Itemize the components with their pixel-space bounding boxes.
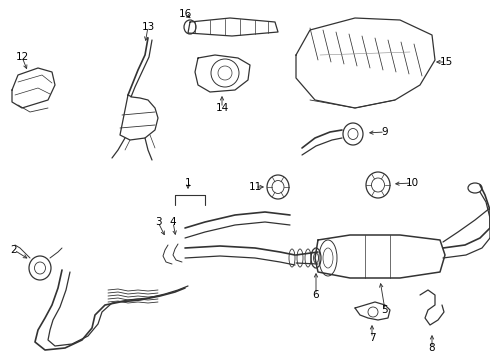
Text: 12: 12 bbox=[15, 52, 28, 62]
Text: 8: 8 bbox=[429, 343, 435, 353]
Text: 16: 16 bbox=[178, 9, 192, 19]
Text: 9: 9 bbox=[382, 127, 388, 137]
Text: 5: 5 bbox=[382, 305, 388, 315]
Text: 2: 2 bbox=[11, 245, 17, 255]
Text: 10: 10 bbox=[405, 178, 418, 188]
Text: 6: 6 bbox=[313, 290, 319, 300]
Text: 13: 13 bbox=[142, 22, 155, 32]
Text: 11: 11 bbox=[248, 182, 262, 192]
Text: 15: 15 bbox=[440, 57, 453, 67]
Text: 4: 4 bbox=[170, 217, 176, 227]
Text: 3: 3 bbox=[155, 217, 161, 227]
Text: 14: 14 bbox=[216, 103, 229, 113]
Text: 1: 1 bbox=[185, 178, 191, 188]
Text: 7: 7 bbox=[368, 333, 375, 343]
